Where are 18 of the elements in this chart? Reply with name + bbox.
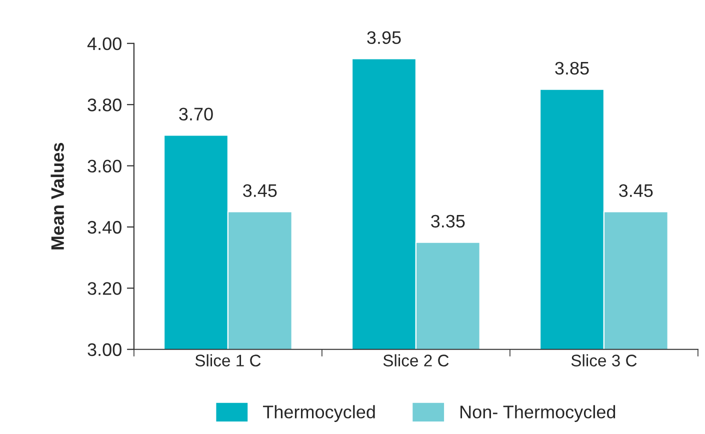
x-tick-label: Slice 2 C: [383, 354, 449, 366]
data-label: 3.45: [243, 184, 277, 198]
data-label: 3.95: [367, 31, 401, 44]
y-axis-title: Mean Values: [50, 142, 64, 250]
y-tick-label: 3.00: [88, 343, 122, 356]
y-tick-label: 3.40: [88, 220, 122, 234]
y-tick-label: 4.00: [87, 37, 122, 50]
data-label: 3.45: [619, 184, 653, 198]
x-tick-label: Slice 1 C: [195, 354, 261, 366]
x-tick-label: Slice 3 C: [571, 354, 637, 366]
y-tick-label: 3.80: [88, 98, 122, 112]
legend-label: Thermocycled: [263, 405, 375, 422]
legend-label: Non- Thermocycled: [460, 405, 616, 422]
y-tick-label: 3.20: [88, 282, 122, 295]
data-label: 3.85: [555, 62, 589, 75]
data-label: 3.70: [179, 108, 213, 121]
data-label: 3.35: [431, 214, 465, 228]
y-tick-label: 3.60: [88, 160, 122, 173]
